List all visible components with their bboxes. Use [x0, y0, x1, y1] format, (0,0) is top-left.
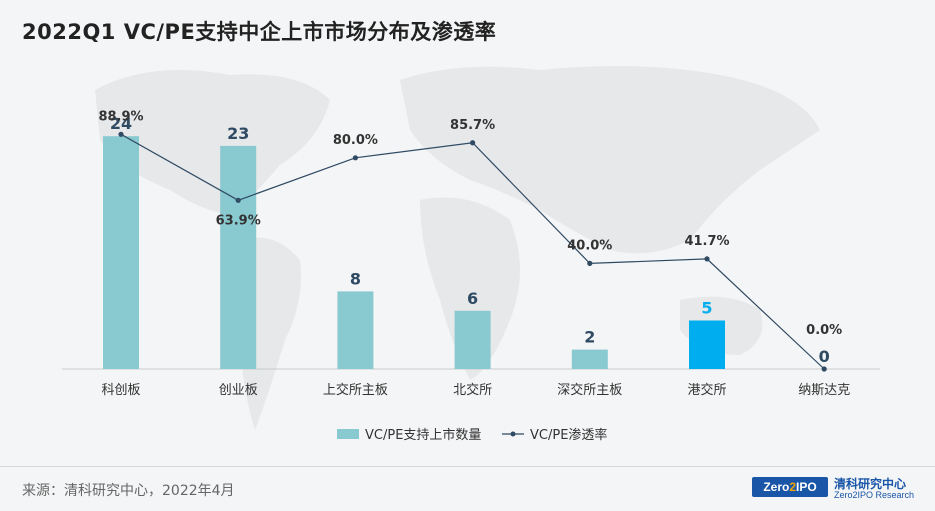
- x-tick-label-3: 北交所: [453, 382, 492, 398]
- bar-value-label-1: 23: [227, 124, 249, 143]
- line-value-label-1: 63.9%: [216, 213, 261, 228]
- line-point-1: [235, 197, 241, 203]
- bar-0: [103, 136, 139, 369]
- line-point-0: [118, 131, 124, 137]
- legend-line-marker: [510, 431, 516, 437]
- bar-4: [571, 349, 608, 369]
- logo-badge: Zero2IPO: [752, 477, 828, 497]
- bar-2: [337, 291, 374, 369]
- line-value-label-5: 41.7%: [684, 234, 729, 249]
- world-map-background: [95, 66, 820, 430]
- line-point-2: [352, 155, 358, 161]
- logo-en-text: Zero2IPO Research: [834, 490, 915, 500]
- x-tick-label-5: 港交所: [687, 382, 726, 398]
- chart: 24 23 8 6 2 5 0 88.9% 63.9% 80.0% 85.7% 40.0% 41.7%…: [62, 66, 880, 443]
- legend-bar-label: VC/PE支持上市数量: [365, 427, 481, 443]
- bar-value-label-6: 0: [819, 347, 830, 366]
- zero2ipo-logo: Zero2IPO 清科研究中心 Zero2IPO Research: [752, 475, 927, 501]
- bar-1: [220, 145, 257, 369]
- line-point-3: [470, 140, 476, 146]
- line-value-label-6: 0.0%: [806, 323, 842, 338]
- line-point-4: [587, 260, 593, 266]
- line-value-label-4: 40.0%: [567, 238, 612, 253]
- legend-bar-swatch: [337, 429, 359, 439]
- line-point-6: [821, 366, 827, 372]
- bar-value-label-2: 8: [350, 269, 361, 288]
- line-point-5: [704, 256, 710, 262]
- line-value-label-0: 88.9%: [98, 109, 143, 124]
- source-note: 来源：清科研究中心，2022年4月: [22, 483, 235, 499]
- footer-divider: [0, 466, 935, 467]
- bar-value-label-5: 5: [701, 299, 712, 318]
- line-value-label-3: 85.7%: [450, 118, 495, 133]
- x-tick-label-0: 科创板: [101, 383, 140, 398]
- bar-5: [689, 320, 725, 369]
- x-tick-label-1: 创业板: [219, 383, 258, 398]
- legend: VC/PE支持上市数量 VC/PE渗透率: [337, 427, 607, 443]
- logo-cn-text: 清科研究中心: [834, 477, 907, 491]
- line-value-label-2: 80.0%: [333, 133, 378, 148]
- chart-title: 2022Q1 VC/PE支持中企上市市场分布及渗透率: [22, 20, 497, 44]
- x-tick-label-2: 上交所主板: [323, 382, 388, 398]
- bar-value-label-4: 2: [584, 328, 595, 347]
- bar-value-label-3: 6: [467, 289, 478, 308]
- x-tick-label-4: 深交所主板: [557, 382, 622, 398]
- bar-3: [454, 310, 491, 369]
- legend-line-label: VC/PE渗透率: [530, 427, 607, 443]
- bar-value-label-0: 24: [110, 114, 132, 133]
- x-tick-label-6: 纳斯达克: [798, 383, 850, 398]
